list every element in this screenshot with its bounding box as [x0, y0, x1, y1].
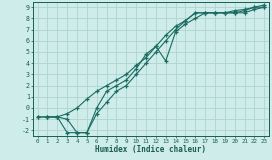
X-axis label: Humidex (Indice chaleur): Humidex (Indice chaleur) — [95, 145, 206, 154]
